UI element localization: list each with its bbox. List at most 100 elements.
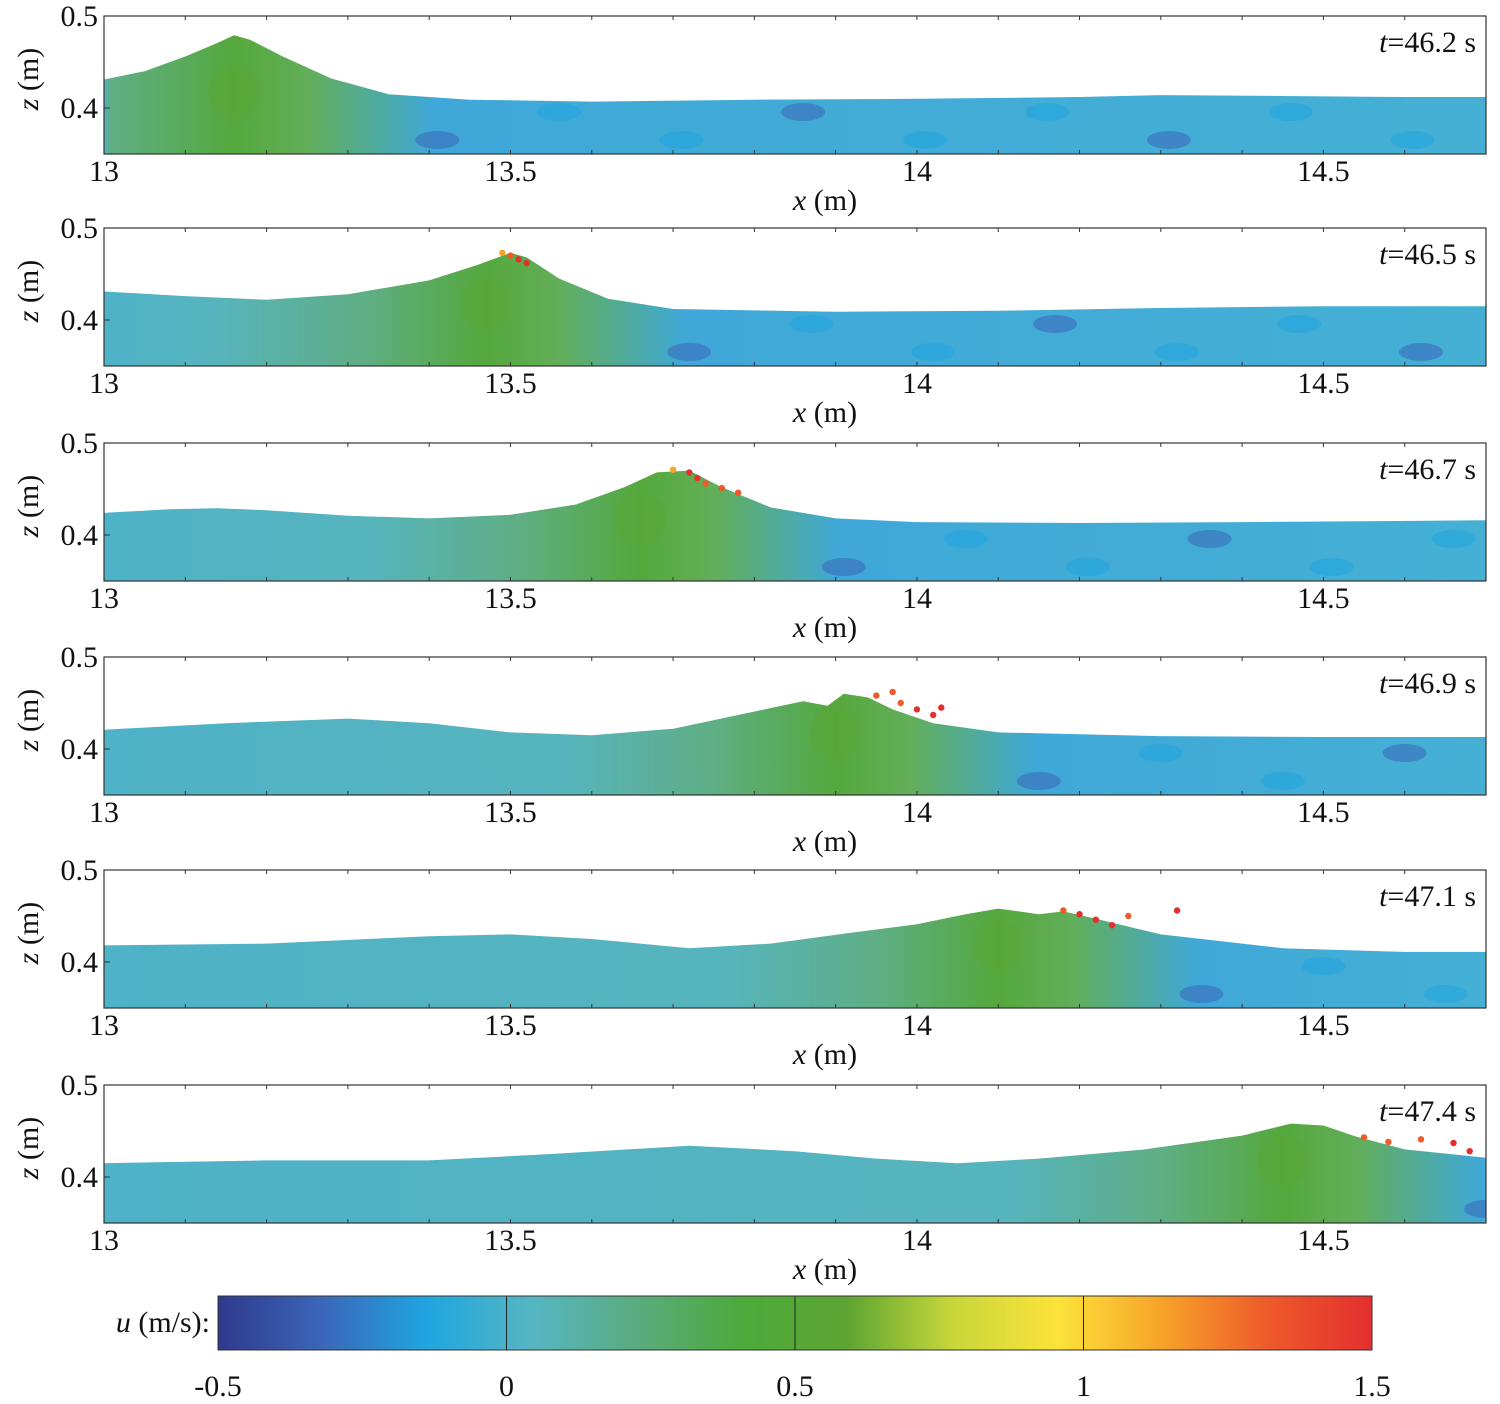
spray-particle <box>718 484 725 492</box>
x-axis-label: x (m) <box>792 1038 857 1071</box>
colorbar-label: u (m/s): <box>116 1306 210 1339</box>
spray-particle <box>1450 1139 1457 1147</box>
colorbar-tick-label: 0.5 <box>776 1370 814 1403</box>
crest-region <box>460 277 513 330</box>
crest-region <box>972 919 1025 972</box>
spray-particle <box>1092 916 1100 923</box>
velocity-patch <box>667 343 712 361</box>
x-tick-label: 14.5 <box>1297 1009 1350 1042</box>
spray-particle <box>1125 912 1132 920</box>
y-axis-label: z (m) <box>12 48 45 112</box>
y-tick-label: 0.4 <box>61 1161 99 1194</box>
spray-particle <box>499 249 506 256</box>
velocity-patch <box>1423 985 1468 1003</box>
spray-particle <box>669 466 677 473</box>
x-tick-label: 13.5 <box>484 796 537 829</box>
panel-frame <box>103 1084 1487 1224</box>
water-surface <box>104 693 1486 795</box>
crest-region <box>614 492 667 545</box>
wave-panel: 13 13.5 14 14.5 0.4 0.5 z (m) x (m) t=46.9 s <box>12 641 1487 858</box>
water-surface <box>104 470 1486 581</box>
spray-particle <box>507 252 514 259</box>
y-tick-label: 0.5 <box>61 854 99 887</box>
panel-frame <box>103 869 1487 1009</box>
velocity-patch <box>1025 103 1069 121</box>
wave-panel: 13 13.5 14 14.5 0.4 0.5 z (m) x (m) t=46.2 s <box>12 0 1487 217</box>
velocity-patch <box>943 530 988 548</box>
velocity-patch <box>789 315 834 333</box>
time-label: t=46.9 s <box>1379 667 1476 700</box>
x-tick-label: 14.5 <box>1297 796 1350 829</box>
spray-particle <box>930 711 937 719</box>
x-tick-label: 13 <box>89 582 119 615</box>
spray-particle <box>1173 907 1181 914</box>
y-tick-label: 0.4 <box>61 92 99 125</box>
y-axis-label: z (m) <box>12 260 45 324</box>
y-tick-label: 0.5 <box>61 427 99 460</box>
y-tick-label: 0.4 <box>61 946 99 979</box>
spray-particle <box>523 259 530 267</box>
colorbar: -0.5 0 0.5 1 1.5 u (m/s): <box>116 1295 1391 1403</box>
x-tick-label: 14 <box>902 582 932 615</box>
spray-particle <box>1466 1148 1473 1155</box>
velocity-patch <box>911 343 956 361</box>
wave-panel: 13 13.5 14 14.5 0.4 0.5 z (m) x (m) t=46.7 s <box>12 427 1487 644</box>
velocity-patch <box>1179 985 1224 1003</box>
colorbar-tick-label: 1.5 <box>1353 1370 1391 1403</box>
velocity-patch <box>1268 103 1313 121</box>
velocity-patch <box>1260 772 1305 790</box>
x-axis-label: x (m) <box>792 1253 857 1286</box>
y-axis-label: z (m) <box>12 689 45 753</box>
x-tick-label: 14 <box>902 367 932 400</box>
crest-region <box>1256 1134 1309 1187</box>
spray-particle <box>1060 907 1067 914</box>
y-tick-label: 0.5 <box>61 1069 99 1102</box>
velocity-patch <box>1382 744 1427 762</box>
colorbar-tick-label: 1 <box>1076 1370 1091 1403</box>
velocity-patch <box>1033 315 1078 333</box>
y-tick-label: 0.4 <box>61 304 99 337</box>
velocity-patch <box>821 558 866 576</box>
x-tick-label: 14 <box>902 796 932 829</box>
x-axis-label: x (m) <box>792 611 857 644</box>
velocity-patch <box>415 131 460 149</box>
spray-particle <box>515 256 522 263</box>
y-tick-label: 0.5 <box>61 0 99 33</box>
crest-region <box>208 65 261 118</box>
panel-frame <box>103 15 1487 155</box>
panel-frame <box>103 227 1487 367</box>
velocity-patch <box>537 103 582 121</box>
x-tick-label: 14 <box>902 1224 932 1257</box>
time-label: t=47.1 s <box>1379 880 1476 913</box>
time-label: t=46.2 s <box>1379 26 1476 59</box>
panel-frame <box>103 442 1487 582</box>
x-tick-label: 13.5 <box>484 155 537 188</box>
spray-particle <box>938 704 945 711</box>
spray-particle <box>913 706 921 713</box>
spray-particle <box>1385 1138 1392 1146</box>
velocity-patch <box>1065 558 1110 576</box>
spray-particle <box>897 699 904 707</box>
x-tick-label: 14.5 <box>1297 155 1350 188</box>
x-tick-label: 13 <box>89 155 119 188</box>
velocity-patch <box>1016 772 1061 790</box>
colorbar-tick-label: -0.5 <box>194 1370 242 1403</box>
colorbar-tick-label: 0 <box>499 1370 514 1403</box>
velocity-patch <box>781 103 826 121</box>
x-tick-label: 13 <box>89 367 119 400</box>
water-surface <box>104 252 1486 366</box>
velocity-patch <box>1155 343 1200 361</box>
velocity-patch <box>1309 558 1354 576</box>
velocity-patch <box>1390 131 1435 149</box>
x-axis-label: x (m) <box>792 184 857 217</box>
spray-particle <box>1417 1136 1425 1143</box>
spray-particle <box>686 469 693 476</box>
spray-particle <box>889 688 896 696</box>
x-tick-label: 14 <box>902 1009 932 1042</box>
velocity-patch <box>1187 530 1232 548</box>
velocity-patch <box>1399 343 1443 361</box>
x-tick-label: 14.5 <box>1297 367 1350 400</box>
x-tick-label: 14.5 <box>1297 1224 1350 1257</box>
velocity-patch <box>1147 131 1191 149</box>
